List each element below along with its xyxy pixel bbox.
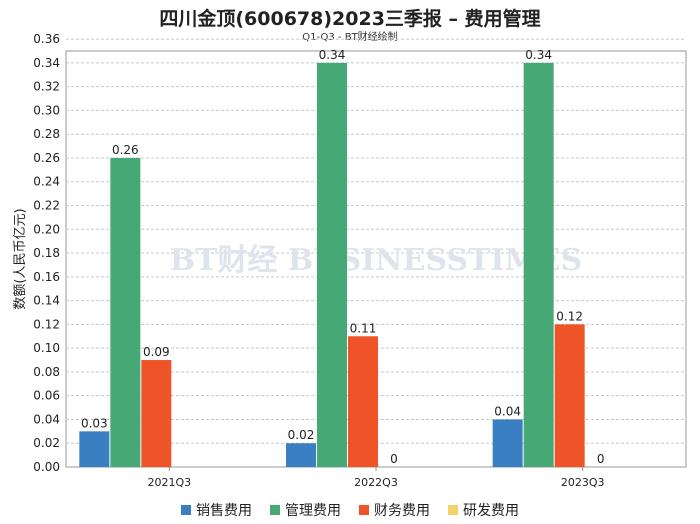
y-tick-label: 0.36 (33, 32, 60, 46)
y-tick-label: 0.06 (33, 389, 60, 403)
y-tick-label: 0.08 (33, 365, 60, 379)
y-tick-label: 0.18 (33, 246, 60, 260)
legend-item: 销售费用 (181, 500, 252, 520)
data-label: 0.02 (288, 428, 315, 442)
y-tick-label: 0.04 (33, 412, 60, 426)
bar (492, 419, 523, 467)
legend-item: 管理费用 (270, 500, 341, 520)
bar (286, 443, 316, 467)
x-tick-label: 2022Q3 (354, 476, 398, 489)
data-label: 0.03 (81, 416, 108, 430)
y-tick-label: 0.14 (33, 294, 60, 308)
y-tick-label: 0.26 (33, 151, 60, 165)
y-tick-label: 0.12 (33, 317, 60, 331)
y-tick-label: 0.20 (33, 222, 60, 236)
legend-swatch (359, 505, 369, 515)
data-label: 0.26 (112, 143, 139, 157)
chart-subtitle: Q1-Q3 - BT财经绘制 (302, 32, 398, 43)
y-tick-label: 0.16 (33, 270, 60, 284)
legend-swatch (270, 505, 280, 515)
data-label: 0 (597, 452, 605, 466)
watermark: BT财经 BUSINESSTIMES (170, 243, 582, 278)
bar (523, 62, 554, 468)
data-label: 0.34 (319, 48, 346, 62)
y-tick-label: 0.34 (33, 56, 60, 70)
data-label: 0.12 (556, 309, 583, 323)
x-tick-label: 2023Q3 (561, 476, 605, 489)
data-label: 0.04 (494, 404, 521, 418)
y-tick-label: 0.02 (33, 436, 60, 450)
bar (79, 431, 110, 467)
legend-label: 研发费用 (463, 503, 519, 519)
legend-swatch (181, 505, 191, 515)
bar (141, 360, 172, 467)
legend-swatch (448, 505, 458, 515)
legend-label: 销售费用 (196, 503, 252, 519)
data-label: 0 (390, 452, 398, 466)
legend-item: 研发费用 (448, 500, 519, 520)
chart-legend: 销售费用 管理费用 财务费用 研发费用 (0, 500, 700, 520)
y-tick-label: 0.32 (33, 80, 60, 94)
bar (317, 62, 347, 468)
data-label: 0.09 (143, 345, 170, 359)
y-tick-label: 0.30 (33, 103, 60, 117)
y-tick-label: 0.00 (33, 460, 60, 474)
y-tick-label: 0.22 (33, 199, 60, 213)
data-label: 0.11 (350, 321, 377, 335)
chart-title: 四川金顶(600678)2023三季报 – 费用管理 (159, 8, 541, 30)
legend-label: 管理费用 (285, 503, 341, 519)
legend-label: 财务费用 (374, 503, 430, 519)
legend-item: 财务费用 (359, 500, 430, 520)
bar (348, 336, 378, 467)
bar (554, 324, 585, 467)
y-tick-label: 0.24 (33, 175, 60, 189)
bar (110, 157, 141, 467)
y-tick-label: 0.28 (33, 127, 60, 141)
data-label: 0.34 (525, 48, 552, 62)
y-tick-label: 0.10 (33, 341, 60, 355)
y-axis-label: 数额(人民币亿元) (13, 208, 28, 309)
x-tick-label: 2021Q3 (148, 476, 192, 489)
